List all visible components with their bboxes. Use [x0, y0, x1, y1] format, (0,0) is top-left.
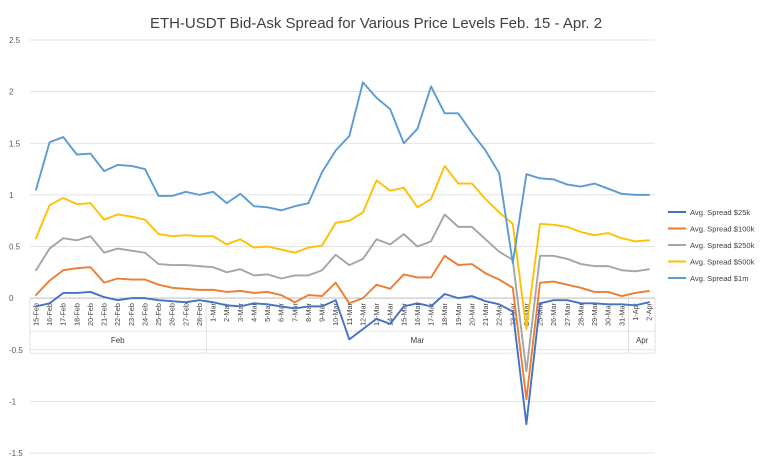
x-tick-label: 2-Mar: [222, 303, 231, 322]
x-tick-label: 6-Mar: [277, 303, 286, 322]
y-tick-label: -0.5: [9, 346, 23, 355]
x-tick-label: 12-Mar: [358, 303, 367, 326]
x-tick-label: 1-Mar: [209, 303, 218, 322]
x-tick-label: 15-Mar: [399, 303, 408, 326]
y-axis-ticks: 2.5 2 1.5 1 0.5 0 -0.5 -1 -1.5: [9, 36, 23, 458]
x-tick-label: 2-Apr: [645, 303, 654, 321]
y-tick-label: 0: [9, 294, 14, 303]
legend-label: Avg. Spread $1m: [690, 274, 749, 283]
x-group-label: Mar: [411, 336, 425, 345]
series-line: [35, 213, 650, 373]
x-tick-label: 19-Mar: [454, 303, 463, 326]
legend-label: Avg. Spread $500k: [690, 258, 755, 267]
x-group-label: Apr: [636, 336, 649, 345]
y-tick-label: -1: [9, 397, 17, 406]
y-tick-label: -1.5: [9, 449, 23, 458]
y-tick-label: 0.5: [9, 243, 21, 252]
x-tick-label: 14-Mar: [386, 303, 395, 326]
x-tick-label: 15-Feb: [32, 303, 41, 326]
series-lines: [35, 81, 650, 426]
x-tick-label: 27-Feb: [181, 303, 190, 326]
legend: Avg. Spread $25k Avg. Spread $100k Avg. Sp…: [668, 208, 755, 283]
x-tick-label: 20-Feb: [86, 303, 95, 326]
x-tick-label: 25-Mar: [536, 303, 545, 326]
x-tick-label: 29-Mar: [590, 303, 599, 326]
x-tick-label: 13-Mar: [372, 303, 381, 326]
x-tick-label: 3-Mar: [236, 303, 245, 322]
legend-label: Avg. Spread $250k: [690, 241, 755, 250]
x-tick-label: 22-Feb: [113, 303, 122, 326]
x-tick-label: 27-Mar: [563, 303, 572, 326]
x-tick-label: 10-Mar: [331, 303, 340, 326]
x-tick-label: 28-Feb: [195, 303, 204, 326]
y-tick-label: 1.5: [9, 139, 21, 148]
x-tick-label: 5-Mar: [263, 303, 272, 322]
series-line: [35, 254, 650, 401]
x-tick-label: 18-Feb: [72, 303, 81, 326]
x-tick-label: 20-Mar: [467, 303, 476, 326]
x-tick-label: 22-Mar: [495, 303, 504, 326]
x-tick-label: 18-Mar: [440, 303, 449, 326]
x-tick-label: 11-Mar: [345, 303, 354, 326]
x-axis: 15-Feb 16-Feb 17-Feb 18-Feb 20-Feb 21-Feb 22-F…: [29, 297, 656, 354]
x-tick-label: 25-Feb: [154, 303, 163, 326]
x-tick-label: 24-Feb: [140, 303, 149, 326]
x-tick-label: 17-Mar: [427, 303, 436, 326]
legend-label: Avg. Spread $100k: [690, 225, 755, 234]
x-tick-label: 23-Feb: [127, 303, 136, 326]
x-tick-label: 16-Mar: [413, 303, 422, 326]
x-tick-label: 26-Feb: [168, 303, 177, 326]
series-line: [35, 165, 650, 331]
x-tick-label: 24-Mar: [522, 303, 531, 326]
x-tick-label: 21-Feb: [100, 303, 109, 326]
x-tick-label: 28-Mar: [576, 303, 585, 326]
x-tick-label: 21-Mar: [481, 303, 490, 326]
x-tick-label: 31-Mar: [617, 303, 626, 326]
x-tick-label: 30-Mar: [604, 303, 613, 326]
series-line: [35, 81, 650, 264]
x-tick-label: 9-Mar: [318, 303, 327, 322]
y-tick-label: 2: [9, 88, 14, 97]
x-tick-label: 8-Mar: [304, 303, 313, 322]
x-group-label: Feb: [111, 336, 125, 345]
series-line: [35, 290, 650, 426]
y-tick-label: 2.5: [9, 36, 21, 45]
legend-label: Avg. Spread $25k: [690, 208, 750, 217]
x-tick-label: 26-Mar: [549, 303, 558, 326]
x-tick-label: 4-Mar: [249, 303, 258, 322]
y-tick-label: 1: [9, 191, 14, 200]
x-tick-label: 17-Feb: [59, 303, 68, 326]
chart-title: ETH-USDT Bid-Ask Spread for Various Pric…: [150, 15, 602, 32]
x-tick-label: 1-Apr: [631, 303, 640, 321]
x-tick-label: 16-Feb: [45, 303, 54, 326]
x-tick-label: 7-Mar: [290, 303, 299, 322]
gridlines: [30, 39, 655, 454]
